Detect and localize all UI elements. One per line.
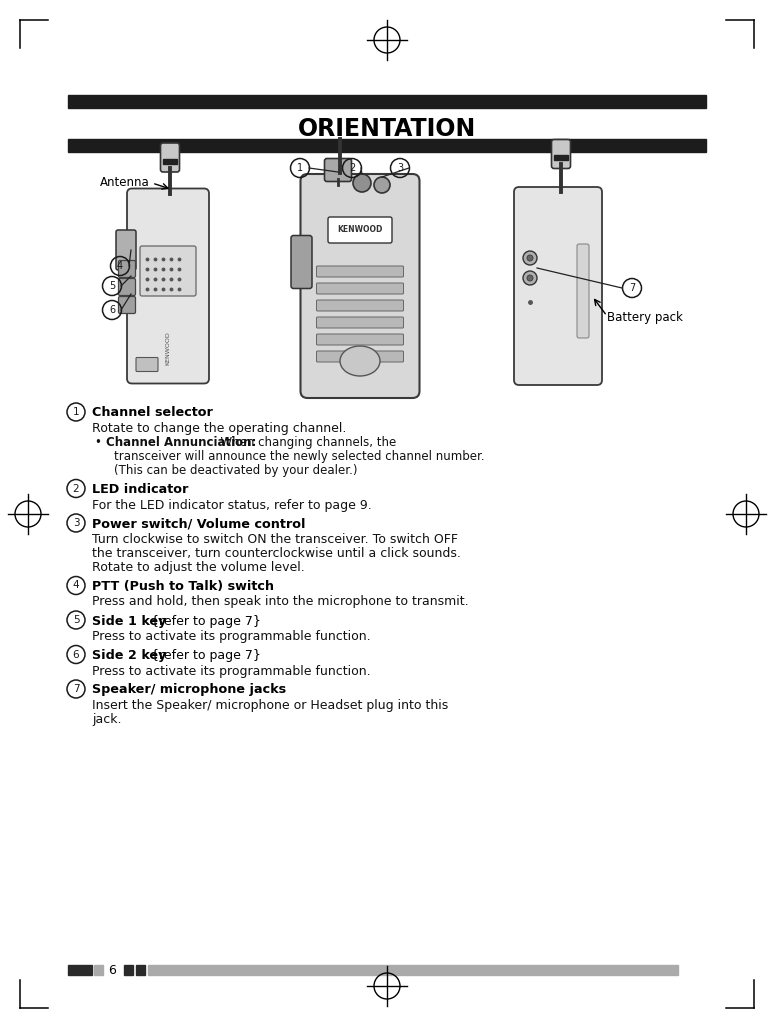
Text: PTT (Push to Talk) switch: PTT (Push to Talk) switch [92, 580, 274, 593]
Text: Power switch/ Volume control: Power switch/ Volume control [92, 517, 306, 530]
Bar [148, 965, 678, 975]
Text: {refer to page 7}: {refer to page 7} [147, 615, 261, 627]
FancyBboxPatch shape [317, 317, 403, 328]
FancyBboxPatch shape [317, 266, 403, 277]
FancyBboxPatch shape [328, 217, 392, 243]
FancyBboxPatch shape [118, 279, 135, 295]
Text: 3: 3 [73, 518, 79, 528]
Text: 6: 6 [109, 305, 115, 315]
FancyBboxPatch shape [317, 334, 403, 345]
Text: 5: 5 [73, 615, 79, 625]
FancyBboxPatch shape [116, 230, 136, 270]
Text: 7: 7 [628, 283, 635, 293]
Text: KENWOOD: KENWOOD [166, 332, 170, 365]
Circle shape [523, 271, 537, 285]
Text: Turn clockwise to switch ON the transceiver. To switch OFF: Turn clockwise to switch ON the transcei… [92, 533, 458, 546]
FancyBboxPatch shape [552, 140, 570, 169]
FancyBboxPatch shape [514, 187, 602, 386]
FancyBboxPatch shape [324, 158, 351, 182]
Text: Speaker/ microphone jacks: Speaker/ microphone jacks [92, 684, 286, 697]
Text: Channel Annunciation:: Channel Annunciation: [106, 436, 256, 449]
Text: 6: 6 [73, 650, 79, 660]
Circle shape [523, 251, 537, 265]
FancyBboxPatch shape [118, 296, 135, 314]
Text: Channel selector: Channel selector [92, 406, 213, 419]
Bar [163, 158, 177, 163]
FancyBboxPatch shape [317, 351, 403, 362]
Text: LED indicator: LED indicator [92, 483, 188, 495]
Text: jack.: jack. [92, 713, 122, 726]
Bar [68, 95, 706, 108]
FancyBboxPatch shape [317, 300, 403, 311]
Text: 6: 6 [108, 963, 116, 977]
FancyBboxPatch shape [140, 246, 196, 296]
Text: transceiver will announce the newly selected channel number.: transceiver will announce the newly sele… [114, 450, 485, 463]
Text: Press to activate its programmable function.: Press to activate its programmable funct… [92, 630, 371, 642]
Circle shape [527, 255, 533, 261]
Bar [554, 155, 568, 160]
Text: 1: 1 [297, 163, 303, 173]
FancyBboxPatch shape [317, 283, 403, 294]
Text: Rotate to change the operating channel.: Rotate to change the operating channel. [92, 423, 347, 435]
Text: 3: 3 [397, 163, 403, 173]
Text: KENWOOD: KENWOOD [337, 225, 382, 234]
Text: For the LED indicator status, refer to page 9.: For the LED indicator status, refer to p… [92, 499, 372, 512]
FancyBboxPatch shape [136, 358, 158, 371]
Text: Antenna: Antenna [100, 177, 149, 189]
Ellipse shape [340, 346, 380, 376]
FancyBboxPatch shape [118, 260, 135, 278]
Text: 2: 2 [349, 163, 355, 173]
Text: (This can be deactivated by your dealer.): (This can be deactivated by your dealer.… [114, 464, 358, 477]
Bar [124, 965, 133, 975]
Text: Insert the Speaker/ microphone or Headset plug into this: Insert the Speaker/ microphone or Headse… [92, 699, 448, 712]
Text: {refer to page 7}: {refer to page 7} [147, 649, 261, 662]
Text: Side 1 key: Side 1 key [92, 615, 166, 627]
FancyBboxPatch shape [577, 244, 589, 338]
Text: When changing channels, the: When changing channels, the [213, 436, 396, 449]
FancyBboxPatch shape [300, 174, 420, 398]
Bar [94, 965, 103, 975]
Text: 1: 1 [73, 407, 79, 417]
Text: Press to activate its programmable function.: Press to activate its programmable funct… [92, 664, 371, 677]
Bar [68, 965, 92, 975]
FancyBboxPatch shape [291, 235, 312, 289]
Circle shape [374, 177, 390, 193]
FancyBboxPatch shape [160, 143, 180, 172]
Bar [136, 965, 145, 975]
Text: 2: 2 [73, 483, 79, 493]
Circle shape [353, 174, 371, 192]
FancyBboxPatch shape [127, 188, 209, 383]
Text: Battery pack: Battery pack [607, 311, 683, 325]
Text: 4: 4 [73, 581, 79, 590]
Text: 7: 7 [73, 684, 79, 694]
Text: Press and hold, then speak into the microphone to transmit.: Press and hold, then speak into the micr… [92, 595, 468, 609]
Circle shape [527, 276, 533, 281]
Text: ORIENTATION: ORIENTATION [298, 117, 476, 141]
Text: 5: 5 [109, 281, 115, 291]
Text: Side 2 key: Side 2 key [92, 649, 166, 662]
Text: 4: 4 [117, 261, 123, 271]
Text: the transceiver, turn counterclockwise until a click sounds.: the transceiver, turn counterclockwise u… [92, 547, 461, 560]
Bar [68, 139, 706, 152]
Text: Rotate to adjust the volume level.: Rotate to adjust the volume level. [92, 561, 305, 574]
Text: •: • [94, 436, 101, 449]
